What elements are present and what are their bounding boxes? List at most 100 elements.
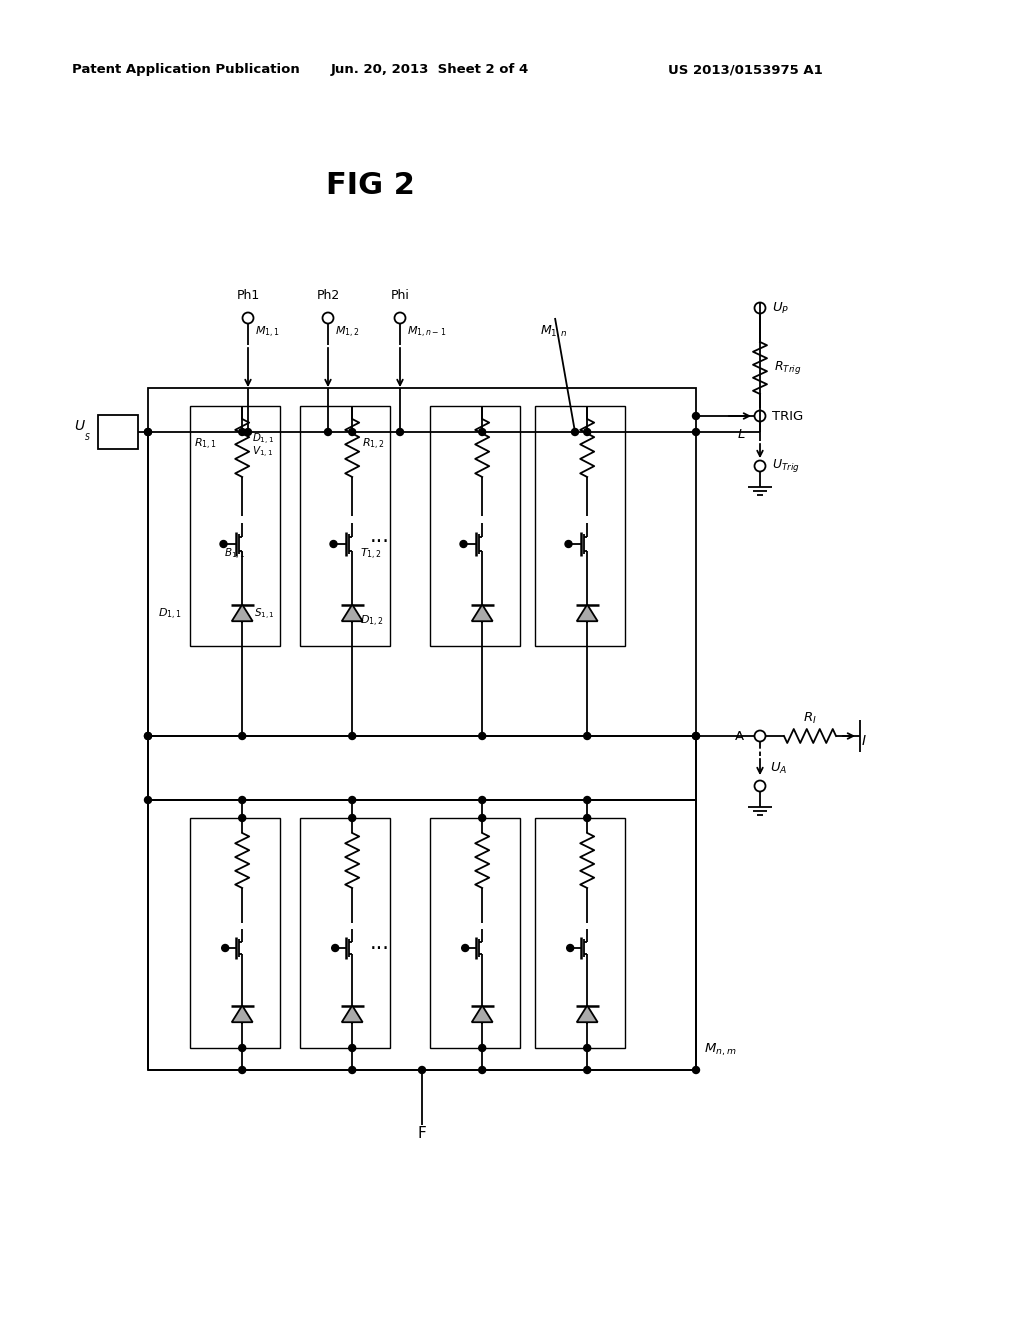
Text: $U_{Trig}$: $U_{Trig}$ bbox=[772, 458, 800, 474]
Text: I: I bbox=[862, 734, 866, 748]
Text: $R_{1,2}$: $R_{1,2}$ bbox=[362, 437, 385, 451]
Text: $V_{1,1}$: $V_{1,1}$ bbox=[252, 445, 273, 459]
Bar bbox=[98, 414, 138, 449]
Circle shape bbox=[220, 540, 227, 548]
Text: $M_{1,1}$: $M_{1,1}$ bbox=[255, 325, 280, 339]
Text: TRIG: TRIG bbox=[772, 409, 803, 422]
Text: $U$: $U$ bbox=[74, 418, 86, 433]
Text: $D_{1,2}$: $D_{1,2}$ bbox=[360, 614, 384, 628]
Circle shape bbox=[478, 1044, 485, 1052]
Circle shape bbox=[349, 796, 355, 804]
Polygon shape bbox=[577, 605, 598, 622]
Bar bbox=[535, 818, 625, 1048]
Polygon shape bbox=[342, 1006, 362, 1022]
Text: $T_{1,2}$: $T_{1,2}$ bbox=[360, 546, 382, 561]
Bar bbox=[430, 818, 520, 1048]
Circle shape bbox=[478, 796, 485, 804]
Circle shape bbox=[144, 733, 152, 739]
Text: FIG 2: FIG 2 bbox=[326, 170, 415, 199]
Text: A: A bbox=[735, 730, 744, 742]
Bar bbox=[148, 388, 696, 737]
Circle shape bbox=[584, 1044, 591, 1052]
Circle shape bbox=[349, 1067, 355, 1073]
Circle shape bbox=[330, 540, 337, 548]
Polygon shape bbox=[231, 1006, 253, 1022]
Circle shape bbox=[565, 540, 572, 548]
Circle shape bbox=[144, 796, 152, 804]
Circle shape bbox=[584, 733, 591, 739]
Text: Ph2: Ph2 bbox=[316, 289, 340, 302]
Text: $M_{n,m}$: $M_{n,m}$ bbox=[705, 1041, 736, 1059]
Text: $_S$: $_S$ bbox=[84, 432, 90, 445]
Circle shape bbox=[396, 429, 403, 436]
Circle shape bbox=[584, 1067, 591, 1073]
Text: $S_{1,1}$: $S_{1,1}$ bbox=[254, 606, 275, 622]
Polygon shape bbox=[472, 1006, 493, 1022]
Text: Patent Application Publication: Patent Application Publication bbox=[72, 63, 300, 77]
Text: Ph1: Ph1 bbox=[237, 289, 260, 302]
Circle shape bbox=[245, 429, 252, 436]
Text: Phi: Phi bbox=[390, 289, 410, 302]
Text: ...: ... bbox=[370, 525, 390, 546]
Circle shape bbox=[692, 1067, 699, 1073]
Circle shape bbox=[478, 1067, 485, 1073]
Text: $R_{1,1}$: $R_{1,1}$ bbox=[194, 437, 217, 451]
Bar bbox=[190, 818, 280, 1048]
Circle shape bbox=[584, 814, 591, 821]
Text: ...: ... bbox=[370, 933, 390, 953]
Circle shape bbox=[478, 733, 485, 739]
Circle shape bbox=[349, 733, 355, 739]
Circle shape bbox=[419, 1067, 426, 1073]
Circle shape bbox=[144, 733, 152, 739]
Circle shape bbox=[239, 814, 246, 821]
Circle shape bbox=[222, 945, 228, 952]
Text: Jun. 20, 2013  Sheet 2 of 4: Jun. 20, 2013 Sheet 2 of 4 bbox=[331, 63, 529, 77]
Text: $M_{1,n}$: $M_{1,n}$ bbox=[540, 323, 567, 341]
Circle shape bbox=[144, 429, 152, 436]
Polygon shape bbox=[577, 1006, 598, 1022]
Bar bbox=[430, 407, 520, 645]
Circle shape bbox=[332, 945, 339, 952]
Circle shape bbox=[584, 429, 591, 436]
Circle shape bbox=[239, 429, 246, 436]
Bar bbox=[300, 407, 390, 645]
Circle shape bbox=[692, 733, 699, 739]
Circle shape bbox=[239, 1067, 246, 1073]
Circle shape bbox=[478, 814, 485, 821]
Text: $B_{1,1}$: $B_{1,1}$ bbox=[224, 546, 246, 561]
Circle shape bbox=[566, 945, 573, 952]
Circle shape bbox=[239, 1044, 246, 1052]
Polygon shape bbox=[472, 605, 493, 622]
Circle shape bbox=[584, 796, 591, 804]
Bar bbox=[190, 407, 280, 645]
Circle shape bbox=[460, 540, 467, 548]
Circle shape bbox=[692, 733, 699, 739]
Text: $D_{1,1}$: $D_{1,1}$ bbox=[252, 432, 274, 446]
Text: F: F bbox=[418, 1126, 426, 1140]
Circle shape bbox=[462, 945, 469, 952]
Circle shape bbox=[478, 429, 485, 436]
Text: $R_I$: $R_I$ bbox=[803, 710, 817, 726]
Circle shape bbox=[571, 429, 579, 436]
Polygon shape bbox=[342, 605, 362, 622]
Circle shape bbox=[692, 429, 699, 436]
Circle shape bbox=[325, 429, 332, 436]
Text: $M_{1,n-1}$: $M_{1,n-1}$ bbox=[407, 325, 446, 339]
Bar bbox=[535, 407, 625, 645]
Text: $M_{1,2}$: $M_{1,2}$ bbox=[335, 325, 359, 339]
Text: $U_A$: $U_A$ bbox=[770, 760, 787, 776]
Circle shape bbox=[349, 814, 355, 821]
Text: $R_{Trig}$: $R_{Trig}$ bbox=[774, 359, 801, 376]
Circle shape bbox=[349, 429, 355, 436]
Circle shape bbox=[692, 412, 699, 420]
Circle shape bbox=[239, 733, 246, 739]
Text: L: L bbox=[737, 428, 745, 441]
Bar bbox=[148, 800, 696, 1071]
Circle shape bbox=[349, 1044, 355, 1052]
Circle shape bbox=[144, 429, 152, 436]
Text: $U_P$: $U_P$ bbox=[772, 301, 790, 315]
Bar bbox=[300, 818, 390, 1048]
Text: $D_{1,1}$: $D_{1,1}$ bbox=[159, 606, 182, 622]
Polygon shape bbox=[231, 605, 253, 622]
Text: US 2013/0153975 A1: US 2013/0153975 A1 bbox=[668, 63, 822, 77]
